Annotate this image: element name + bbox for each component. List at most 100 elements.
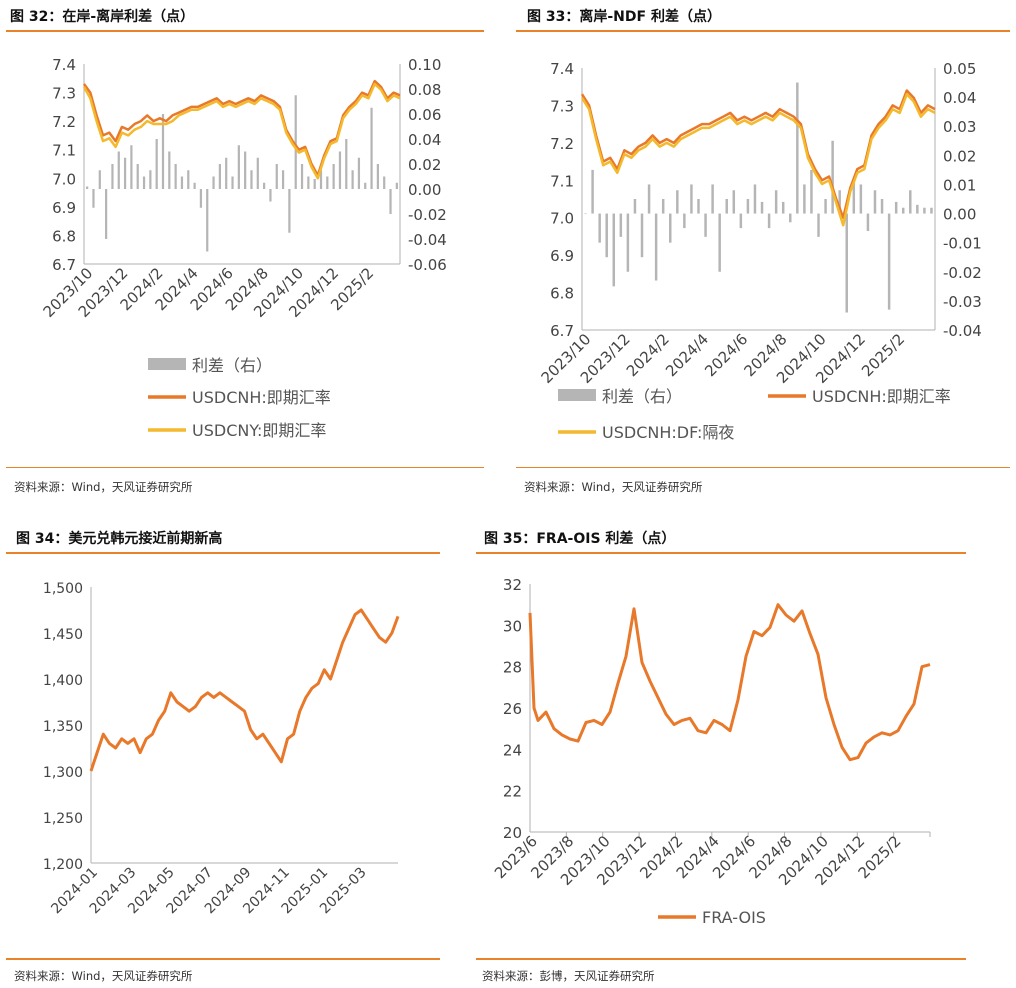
spread-bar [866,213,870,232]
spread-bar [199,189,203,208]
right-tick-label: 0.04 [943,89,976,107]
spread-bar [389,189,392,214]
figure-35-source: 资料来源：彭博，天风证券研究所 [482,968,655,984]
figure-34-bottom-rule [6,958,440,960]
left-tick-label: 1,300 [43,765,83,781]
spread-bar [612,213,616,287]
right-tick-label: 0.05 [943,60,976,78]
spread-bar [591,169,594,214]
right-tick-label: -0.02 [943,264,982,282]
spread-bar [598,213,601,243]
figure-34-top-rule [6,552,440,554]
spread-bar [789,213,792,223]
left-tick-label: 1,400 [43,673,83,689]
right-tick-label: -0.04 [943,322,982,340]
spread-bar [683,213,686,229]
spread-bar [640,213,644,258]
right-tick-label: 0.06 [408,106,441,124]
spread-bar [212,176,215,189]
spread-bar [275,164,278,189]
spread-bar [269,189,272,202]
spread-bar [206,189,209,252]
spread-bar [923,207,926,214]
spread-bar [263,182,266,189]
figure-33-chart: 6.7 6.8 6.9 7.0 7.1 7.2 7.3 7.4 -0.04 -0.03 -0.02 -… [538,60,982,442]
right-tick-label: 0.02 [408,156,441,174]
left-tick-label: 6.7 [550,322,574,340]
figure-32-chart: 6.7 6.8 6.9 7.0 7.1 7.2 7.3 7.4 -0.06 -0.04 -0.02 0… [40,56,447,440]
figure-33-top-rule [516,30,1010,32]
spread-bar [174,164,177,189]
figure-32-bottom-rule [6,467,484,468]
spread-bar [136,164,139,189]
spread-bar [351,170,354,189]
spread-bar [383,176,386,189]
series-line [528,603,931,762]
figure-35-chart: 202224262830322023/62023/82023/102023/12… [491,576,931,927]
left-tick-label: 1,350 [43,719,83,735]
spread-bar [781,201,785,214]
source-label: 资料来源： [14,480,72,494]
spread-bar [161,114,165,189]
source-text: 彭博，天风证券研究所 [539,969,655,983]
spread-bar [718,213,721,272]
x-tick-label: 2024/2 [623,330,673,380]
spread-bar [130,145,133,189]
spread-bar [796,82,799,214]
spread-bar [288,189,291,233]
series-line [82,82,401,180]
left-tick-label: 6.9 [52,199,76,217]
spread-bar [852,178,856,214]
legend-label: USDCNH:即期汇率 [812,387,951,406]
left-tick-label: 7.3 [550,97,574,115]
spread-bar [873,190,877,214]
spread-bar [105,189,108,239]
left-tick-label: 7.0 [550,210,574,228]
figure-33-title: 图 33：离岸-NDF 利差（点） [527,9,721,25]
left-tick-label: 7.2 [52,113,76,131]
source-label: 资料来源： [482,969,540,983]
series-line [89,608,400,772]
left-tick-label: 26 [503,700,522,718]
spread-bar [676,190,679,214]
spread-bar [225,157,228,189]
legend-label: FRA-OIS [702,908,766,927]
legend-label: USDCNY:即期汇率 [192,421,326,440]
spread-bar [300,164,304,189]
right-tick-label: 0.10 [408,56,441,74]
legend-label: 利差（右） [602,387,682,406]
spread-bar [86,186,89,189]
left-tick-label: 7.2 [550,135,574,153]
spread-bar [803,184,806,214]
spread-bar [231,176,234,189]
x-tick-label: 2024/4 [662,330,712,380]
left-tick-label: 6.9 [550,247,574,265]
spread-bar [256,157,259,189]
right-tick-label: 0.04 [408,131,441,149]
spread-bar [746,199,750,214]
spread-bar [725,199,728,214]
left-tick-label: 22 [503,783,522,801]
x-tick-label: 2024/6 [701,330,751,380]
source-label: 资料来源： [524,480,582,494]
right-tick-label: 0.02 [943,147,976,165]
spread-bar [633,199,637,214]
left-tick-label: 32 [503,576,522,594]
right-tick-label: -0.03 [943,293,982,311]
spread-bar [859,184,863,214]
spread-bar [395,182,398,189]
source-text: Wind，天风证券研究所 [71,969,193,983]
legend-label: 利差（右） [192,356,272,375]
spread-bar [880,199,884,214]
spread-bar [845,213,848,313]
spread-bar [916,204,919,214]
left-tick-label: 7.4 [52,56,76,74]
spread-bar [281,170,285,189]
left-tick-label: 24 [503,741,522,759]
spread-bar [647,184,651,214]
left-tick-label: 6.8 [52,227,76,245]
legend-swatch [148,358,186,370]
spread-bar [307,176,310,189]
left-tick-label: 7.0 [52,170,76,188]
left-tick-label: 20 [503,824,522,842]
